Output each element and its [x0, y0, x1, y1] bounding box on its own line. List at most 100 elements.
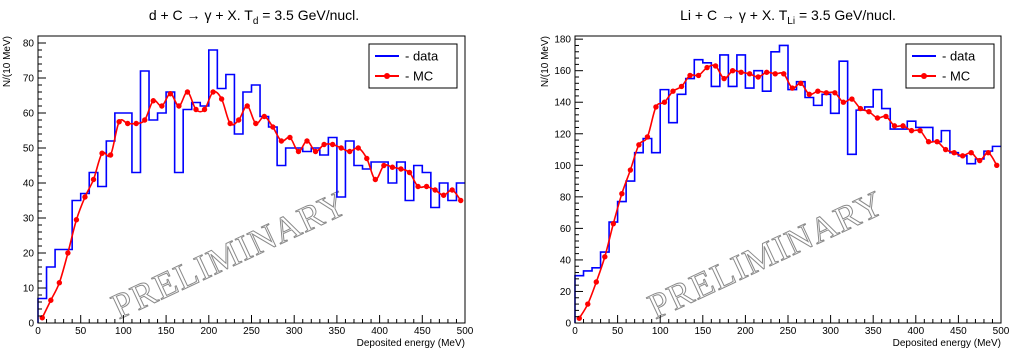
mc-point: [432, 187, 438, 193]
x-tick-label: 450: [414, 326, 431, 337]
mc-point: [593, 279, 599, 285]
mc-point: [244, 103, 250, 109]
y-tick-label: 70: [23, 74, 35, 85]
mc-point: [321, 141, 327, 148]
mc-point: [994, 162, 1000, 169]
x-tick-label: 350: [865, 326, 882, 337]
x-tick-label: 50: [75, 326, 87, 337]
mc-point: [585, 301, 591, 307]
mc-point: [772, 71, 778, 77]
mc-point: [934, 138, 940, 145]
mc-point: [338, 145, 344, 151]
mc-point: [440, 192, 447, 198]
y-tick-label: 180: [554, 35, 571, 46]
legend-data-label: - data: [942, 49, 976, 64]
watermark: PRELIMINARY: [105, 183, 353, 327]
mc-point: [389, 164, 396, 170]
mc-point: [815, 88, 821, 94]
y-tick-label: 50: [23, 144, 35, 155]
y-tick-label: 160: [554, 66, 571, 77]
mc-point: [798, 80, 804, 87]
mc-point: [755, 74, 761, 80]
mc-point: [133, 120, 139, 127]
x-tick-label: 150: [694, 326, 711, 337]
x-tick-label: 250: [243, 326, 260, 337]
x-axis-title: Deposited energy (MeV): [893, 338, 1001, 349]
mc-point: [704, 64, 710, 71]
x-tick-label: 100: [652, 326, 669, 337]
chart-panel-1: d + C → γ + X. Td = 3.5 GeV/nucl. PRELIMI…: [2, 7, 474, 349]
legend-data-label: - data: [405, 49, 439, 64]
mc-point: [823, 90, 830, 96]
data-histogram: [574, 44, 1001, 323]
x-tick-label: 50: [612, 326, 624, 337]
y-tick-label: 20: [23, 249, 35, 260]
mc-point: [781, 71, 787, 77]
x-tick-label: 500: [457, 326, 474, 337]
data-histogram: [37, 49, 465, 323]
x-tick-label: 300: [822, 326, 839, 337]
y-tick-label: 100: [554, 161, 571, 172]
y-tick-label: 40: [560, 255, 572, 266]
mc-point: [891, 123, 898, 129]
mc-point: [278, 138, 285, 144]
mc-point: [116, 119, 122, 125]
mc-point: [729, 67, 736, 74]
chart-title-tail: = 3.5 GeV/nucl.: [795, 7, 896, 23]
mc-point: [951, 149, 957, 156]
x-tick-label: 400: [371, 326, 388, 337]
chart-title-main: Li + C → γ + X. T: [680, 7, 788, 23]
mc-point: [917, 127, 923, 134]
mc-point: [900, 123, 906, 129]
mc-point: [415, 183, 421, 190]
watermark: PRELIMINARY: [642, 183, 890, 327]
mc-point: [235, 117, 242, 123]
mc-point: [193, 106, 199, 113]
mc-point: [985, 149, 991, 156]
mc-point: [942, 146, 949, 153]
chart-title: Li + C → γ + X. TLi = 3.5 GeV/nucl.: [680, 7, 896, 27]
x-tick-label: 200: [737, 326, 754, 337]
mc-point: [619, 190, 625, 197]
mc-point: [124, 120, 131, 127]
mc-point: [874, 115, 881, 121]
mc-curve: [41, 90, 462, 319]
x-tick-label: 400: [907, 326, 924, 337]
legend-box: [368, 43, 458, 89]
y-tick-label: 60: [560, 224, 572, 235]
legend-mc-label: - MC: [405, 69, 433, 84]
mc-point: [253, 120, 259, 127]
mc-point: [167, 91, 174, 97]
mc-point: [270, 124, 276, 130]
mc-point: [48, 297, 54, 303]
chart-panel-2: Li + C → γ + X. TLi = 3.5 GeV/nucl. PRELI…: [540, 7, 1010, 349]
y-tick-label: 10: [23, 284, 35, 295]
y-tick-label: 40: [23, 179, 35, 190]
mc-point: [908, 127, 915, 134]
mc-point: [610, 220, 617, 227]
y-tick-label: 140: [554, 98, 571, 109]
mc-point: [82, 194, 88, 200]
mc-point: [644, 134, 651, 140]
mc-point: [312, 148, 319, 155]
mc-point: [287, 134, 293, 141]
x-tick-label: 350: [329, 326, 346, 337]
x-tick-label: 450: [950, 326, 967, 337]
mc-point: [73, 217, 80, 223]
mc-point: [261, 113, 268, 120]
mc-point: [687, 72, 693, 79]
y-tick-label: 120: [554, 129, 571, 140]
mc-point: [832, 90, 838, 96]
mc-point: [176, 103, 182, 109]
y-tick-label: 60: [23, 109, 35, 120]
x-tick-label: 150: [158, 326, 175, 337]
chart-title-subscript: Li: [787, 16, 795, 27]
mc-point: [712, 63, 719, 69]
mc-point: [738, 69, 744, 75]
mc-point: [159, 103, 165, 109]
mc-point: [99, 150, 105, 156]
mc-point: [883, 113, 889, 120]
mc-point: [398, 166, 404, 172]
mc-point: [627, 167, 634, 173]
